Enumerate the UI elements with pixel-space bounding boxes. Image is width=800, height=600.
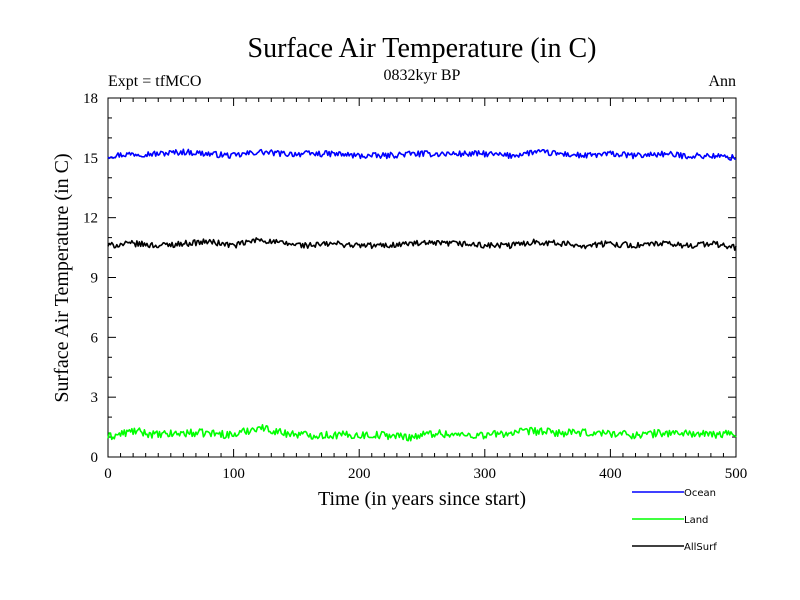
x-tick-label: 400 <box>599 466 622 482</box>
legend-label-allsurf: AllSurf <box>684 542 717 553</box>
legend-label-land: Land <box>684 515 708 526</box>
y-tick-label: 9 <box>91 271 99 287</box>
series-line-land <box>107 424 737 442</box>
y-tick-label: 15 <box>83 151 98 167</box>
y-axis-tick-labels: 0 3 6 9 12 15 18 <box>83 91 99 466</box>
x-tick-label: 200 <box>348 466 371 482</box>
experiment-label: Expt = tfMCO <box>108 73 201 90</box>
legend: Ocean Land AllSurf <box>632 488 717 553</box>
y-tick-label: 0 <box>91 450 99 466</box>
x-axis-ticks <box>107 98 737 457</box>
series-line-allsurf <box>107 237 737 251</box>
x-tick-label: 100 <box>222 466 245 482</box>
x-tick-label: 0 <box>104 466 112 482</box>
chart-subtitle: 0832kyr BP <box>384 67 461 84</box>
series-lines <box>107 148 737 442</box>
x-tick-label: 500 <box>725 466 748 482</box>
series-line-ocean <box>107 148 737 161</box>
season-label: Ann <box>708 73 736 90</box>
y-tick-label: 18 <box>83 91 98 107</box>
chart-title: Surface Air Temperature (in C) <box>248 33 597 64</box>
y-tick-label: 12 <box>83 211 98 227</box>
x-tick-label: 300 <box>474 466 497 482</box>
y-tick-label: 3 <box>91 390 99 406</box>
y-tick-label: 6 <box>91 330 99 346</box>
x-axis-tick-labels: 0 100 200 300 400 500 <box>104 466 747 482</box>
y-axis-label: Surface Air Temperature (in C) <box>51 153 73 402</box>
x-axis-label: Time (in years since start) <box>318 488 526 510</box>
legend-label-ocean: Ocean <box>684 488 716 499</box>
